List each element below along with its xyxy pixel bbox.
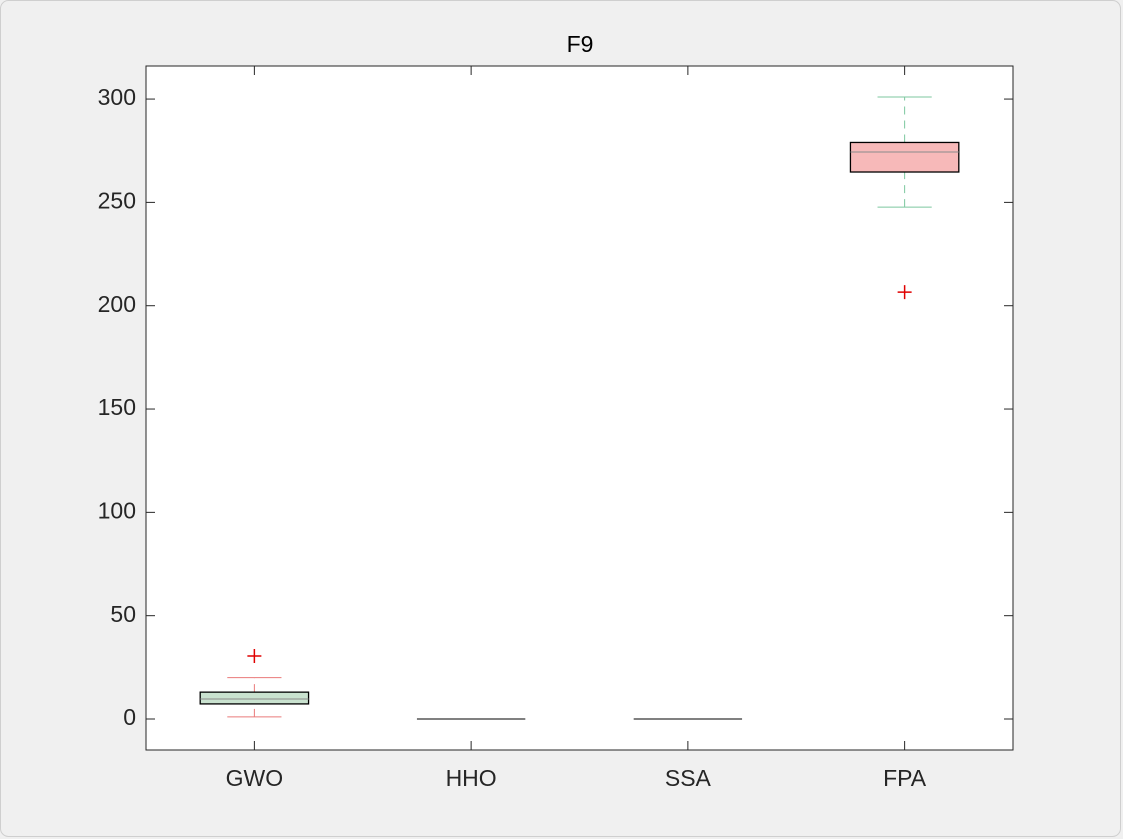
axes-frame <box>145 65 1014 751</box>
y-tick-label: 50 <box>110 601 136 627</box>
y-tick-label: 0 <box>123 704 136 730</box>
chart-title: F9 <box>567 31 594 57</box>
y-tick-label: 200 <box>98 291 136 317</box>
box <box>199 691 310 705</box>
box <box>849 141 960 173</box>
y-tick-label: 250 <box>98 187 136 213</box>
outlier <box>247 648 262 663</box>
y-tick-label: 300 <box>98 84 136 110</box>
y-tick-label: 150 <box>98 394 136 420</box>
x-tick-label: GWO <box>226 765 284 791</box>
y-tick-label: 100 <box>98 497 136 523</box>
x-tick-label: FPA <box>883 765 927 791</box>
plot-area <box>146 66 1013 750</box>
outlier <box>897 285 912 300</box>
x-tick-label: HHO <box>446 765 497 791</box>
x-tick-label: SSA <box>665 765 712 791</box>
